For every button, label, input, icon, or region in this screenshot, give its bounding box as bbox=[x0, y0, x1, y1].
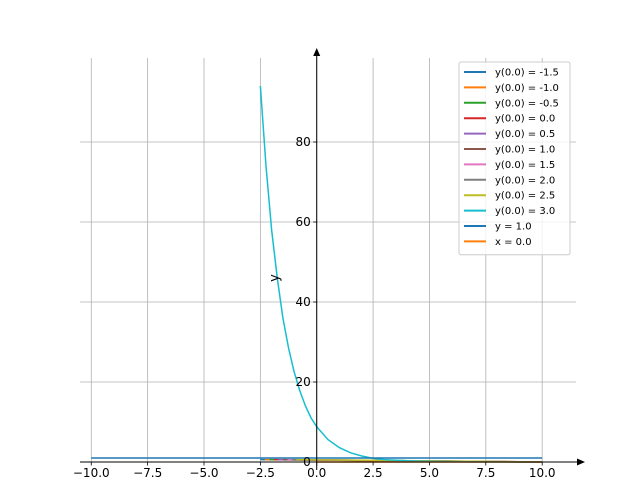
y-tick-label: 80 bbox=[295, 135, 310, 149]
ticks: −10.0 −7.5 −5.0 −2.5 0.0 2.5 5.0 7.5 10.0 0 20 40 60… bbox=[73, 135, 556, 480]
x-tick-label: 0.0 bbox=[307, 466, 326, 480]
x-tick-label: 7.5 bbox=[476, 466, 495, 480]
legend: y(0.0) = -1.5 y(0.0) = -1.0 y(0.0) = -0.5 y… bbox=[458, 61, 571, 256]
legend-label: y(0.0) = 3.0 bbox=[495, 206, 555, 217]
axes bbox=[80, 48, 585, 470]
y-tick-label: 20 bbox=[295, 375, 310, 389]
x-tick-label: −10.0 bbox=[73, 466, 110, 480]
y-tick-label: 60 bbox=[295, 215, 310, 229]
legend-label: y(0.0) = 1.5 bbox=[495, 160, 555, 171]
legend-label: y(0.0) = -1.0 bbox=[495, 83, 559, 94]
x-axis-arrow bbox=[577, 458, 585, 466]
legend-label: y(0.0) = -1.5 bbox=[495, 68, 559, 79]
x-tick-label: −5.0 bbox=[189, 466, 218, 480]
y-tick-label: 0 bbox=[303, 455, 311, 469]
y-tick-label: 40 bbox=[295, 295, 310, 309]
legend-label: y = 1.0 bbox=[495, 222, 532, 233]
legend-label: x = 0.0 bbox=[495, 237, 532, 248]
legend-label: y(0.0) = -0.5 bbox=[495, 98, 559, 109]
x-tick-label: 10.0 bbox=[529, 466, 556, 480]
y-axis-label: y bbox=[268, 274, 283, 282]
legend-label: y(0.0) = 0.0 bbox=[495, 114, 555, 125]
legend-box bbox=[458, 61, 571, 256]
legend-label: y(0.0) = 2.5 bbox=[495, 191, 555, 202]
x-tick-label: −2.5 bbox=[246, 466, 275, 480]
legend-label: y(0.0) = 0.5 bbox=[495, 129, 555, 140]
y-axis-arrow bbox=[313, 48, 321, 56]
legend-label: y(0.0) = 1.0 bbox=[495, 145, 555, 156]
x-tick-label: −7.5 bbox=[133, 466, 162, 480]
legend-label: y(0.0) = 2.0 bbox=[495, 175, 555, 186]
x-tick-label: 5.0 bbox=[420, 466, 439, 480]
x-tick-label: 2.5 bbox=[364, 466, 383, 480]
